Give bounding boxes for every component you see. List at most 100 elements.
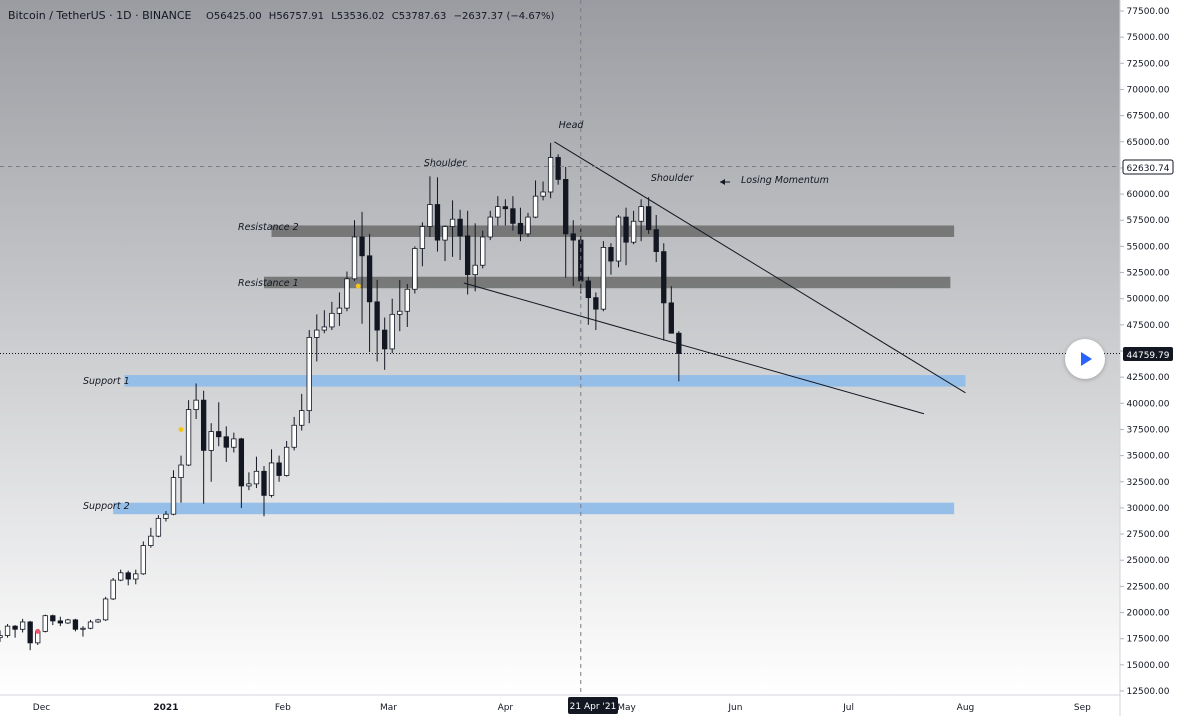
price-tick-label: 12500.00 bbox=[1127, 687, 1170, 697]
play-replay-button[interactable] bbox=[1065, 339, 1105, 379]
candle-body-up bbox=[532, 195, 539, 218]
candle-body-up bbox=[208, 431, 214, 451]
candle bbox=[502, 199, 509, 226]
candle bbox=[608, 243, 614, 275]
candle-body-up bbox=[487, 216, 493, 238]
candle bbox=[102, 596, 109, 621]
candle bbox=[600, 241, 607, 312]
price-tick-label: 75000.00 bbox=[1127, 33, 1170, 43]
candle-body-up bbox=[547, 157, 554, 193]
candle-body-down bbox=[238, 438, 245, 487]
candle-body-up bbox=[283, 446, 290, 476]
trendlines-layer bbox=[463, 141, 966, 415]
candle-body-down bbox=[382, 329, 388, 350]
candle bbox=[314, 314, 320, 362]
candle bbox=[630, 210, 637, 245]
high-value: 56757.91 bbox=[276, 11, 324, 22]
candle bbox=[42, 614, 48, 633]
candle bbox=[351, 220, 358, 281]
zone-support-2 bbox=[113, 502, 955, 515]
candle-body-down bbox=[646, 206, 652, 231]
candle bbox=[570, 220, 576, 287]
zone-support-1 bbox=[124, 375, 966, 387]
candle bbox=[238, 437, 245, 508]
candle-body-up bbox=[449, 218, 456, 227]
candle bbox=[374, 279, 380, 362]
price-tick-label: 17500.00 bbox=[1127, 635, 1170, 645]
candle bbox=[540, 181, 546, 201]
crosshair-date: 21 Apr '21 bbox=[570, 702, 617, 712]
candle-body-down bbox=[72, 619, 79, 630]
price-axis[interactable]: 77500.00 75000.00 72500.00 70000.00 67500.00… bbox=[1120, 7, 1170, 697]
candle-body-up bbox=[321, 326, 327, 331]
candle-body-down bbox=[653, 229, 659, 253]
candle bbox=[389, 298, 395, 354]
price-tick-label: 55000.00 bbox=[1127, 242, 1170, 252]
candle-body-down bbox=[434, 204, 441, 241]
chart-background bbox=[0, 0, 1120, 695]
candle-body-up bbox=[133, 573, 139, 580]
price-tick-label: 42500.00 bbox=[1127, 373, 1170, 383]
candle-body-up bbox=[95, 619, 101, 623]
candle bbox=[125, 570, 131, 586]
time-tick-label: Jun bbox=[727, 703, 742, 713]
zone-resistance-2 bbox=[271, 225, 955, 237]
time-axis[interactable]: Dec 2021 Feb Mar Apr May Jun Jul Aug Sep bbox=[33, 703, 1091, 713]
change-value: −2637.37 (−4.67%) bbox=[454, 11, 555, 22]
candle-body-down bbox=[570, 233, 576, 241]
candle-body-up bbox=[118, 572, 124, 581]
play-icon bbox=[1081, 352, 1092, 366]
time-tick-label: May bbox=[617, 703, 636, 713]
candle-body-down bbox=[374, 301, 380, 331]
price-tick-label: 77500.00 bbox=[1127, 7, 1170, 17]
price-tick-label: 50000.00 bbox=[1127, 295, 1170, 305]
candle-body-up bbox=[404, 288, 410, 312]
candle-body-up bbox=[231, 438, 237, 448]
candle bbox=[382, 317, 388, 370]
candle-body-up bbox=[42, 615, 48, 632]
svg-text:O56425.00 H56757.91: O56425.00 H56757.91 L53536.02 C53787.63 … bbox=[206, 11, 555, 22]
candle bbox=[163, 511, 169, 522]
time-tick-label: Apr bbox=[498, 703, 514, 713]
guides-layer bbox=[0, 0, 1120, 695]
candle-body-down bbox=[261, 470, 267, 496]
price-tick-label: 20000.00 bbox=[1127, 609, 1170, 619]
candle-body-up bbox=[155, 517, 162, 537]
candle-body-up bbox=[336, 307, 343, 314]
candle bbox=[321, 310, 327, 334]
annotation-support-2: Support 2 bbox=[83, 501, 130, 512]
candle bbox=[291, 416, 297, 451]
candle-body-up bbox=[140, 545, 146, 575]
price-tick-label: 70000.00 bbox=[1127, 85, 1170, 95]
candle-body-up bbox=[397, 310, 403, 315]
candle-body-down bbox=[216, 431, 222, 438]
candle bbox=[668, 286, 674, 334]
price-tick-label: 57500.00 bbox=[1127, 216, 1170, 226]
candle bbox=[653, 215, 659, 263]
candle bbox=[638, 199, 644, 242]
time-tick-label: Mar bbox=[380, 703, 397, 713]
candle-body-up bbox=[87, 621, 94, 629]
candle-body-down bbox=[50, 615, 56, 622]
candle-body-down bbox=[593, 297, 599, 310]
candle bbox=[661, 243, 667, 341]
close-label: C bbox=[392, 11, 399, 22]
candle-body-up bbox=[427, 204, 433, 227]
low-value: 53536.02 bbox=[337, 11, 385, 22]
candle-body-up bbox=[178, 464, 184, 478]
candle bbox=[472, 223, 478, 292]
candle bbox=[57, 616, 64, 627]
close-value: 53787.63 bbox=[399, 11, 447, 22]
price-tick-label: 60000.00 bbox=[1127, 190, 1170, 200]
candle bbox=[208, 423, 214, 482]
candle bbox=[276, 455, 282, 482]
candle bbox=[155, 515, 162, 538]
candle-body-up bbox=[110, 579, 116, 600]
time-tick-label: Aug bbox=[957, 703, 975, 713]
open-value: 56425.00 bbox=[214, 11, 262, 22]
candle-body-up bbox=[412, 248, 418, 290]
candle bbox=[344, 271, 350, 312]
candle-body-down bbox=[555, 157, 561, 180]
